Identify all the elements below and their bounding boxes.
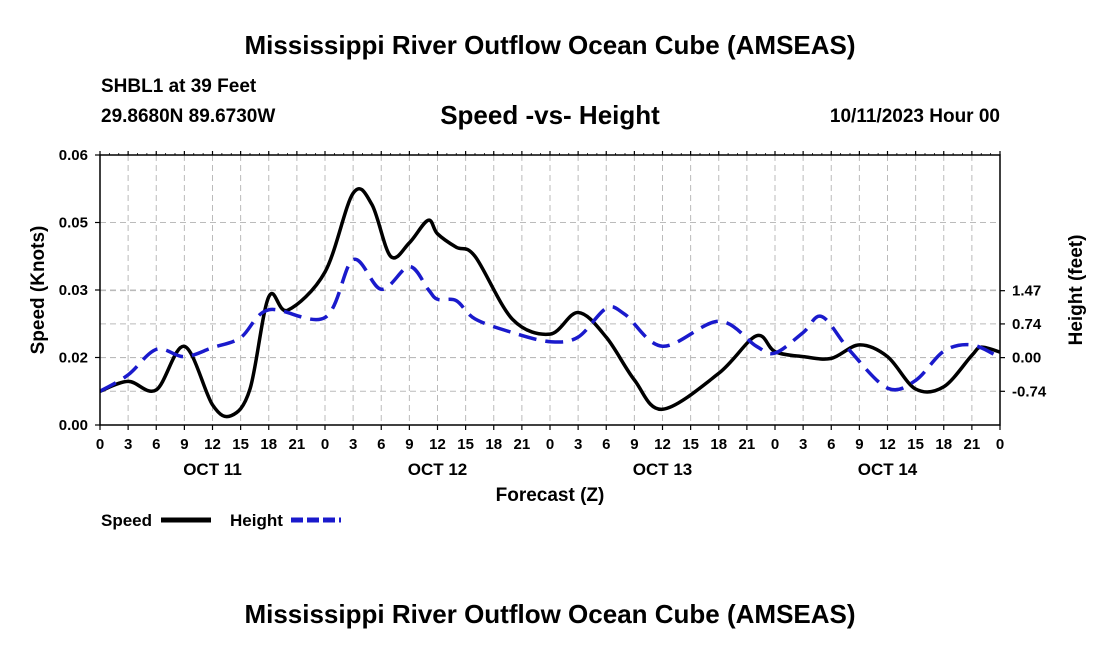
x-tick-label: 0 [546,436,554,453]
x-tick-label: 21 [514,436,531,453]
y-tick-label: 0.02 [59,350,88,367]
x-tick-label: 15 [232,436,249,453]
y-tick-label: 0.00 [59,417,88,434]
legend: Speed Height [101,511,341,530]
coordinates-label: 29.8680N 89.6730W [101,106,276,127]
x-tick-label: 18 [710,436,727,453]
y2-tick-label: -0.74 [1012,383,1047,400]
y-tick-label: 0.03 [59,282,88,299]
x-tick-label: 0 [96,436,104,453]
x-tick-label: 21 [739,436,756,453]
x-axis-title: Forecast (Z) [496,485,605,506]
x-tick-label: 15 [457,436,474,453]
footer-title: Mississippi River Outflow Ocean Cube (AM… [244,599,856,629]
x-tick-label: 0 [771,436,779,453]
x-tick-label: 6 [377,436,385,453]
x-tick-label: 9 [405,436,413,453]
day-label: OCT 12 [408,460,468,479]
x-tick-label: 12 [204,436,221,453]
y-axis-title: Speed (Knots) [28,226,49,355]
x-tick-label: 0 [321,436,329,453]
day-label: OCT 14 [858,460,918,479]
x-tick-label: 0 [996,436,1004,453]
x-tick-label: 3 [799,436,807,453]
y2-tick-label: 0.00 [1012,350,1041,367]
x-tick-label: 15 [907,436,924,453]
legend-label-speed: Speed [101,511,152,530]
x-tick-label: 9 [180,436,188,453]
x-tick-label: 12 [879,436,896,453]
axes [95,151,1005,430]
x-tick-label: 3 [574,436,582,453]
y-tick-label: 0.05 [59,215,88,232]
y2-tick-label: 0.74 [1012,316,1042,333]
axis-labels: 0 3 6 9 12 15 18 21 0 3 6 9 12 15 18 21 0 3 6 9 12 15 18 21 0 3 6 9… [28,147,1087,506]
station-label: SHBL1 at 39 Feet [101,76,257,97]
day-label: OCT 11 [183,460,242,479]
series-line-speed [100,187,1000,419]
grid-lines [100,155,1000,425]
chart-subtitle: Speed -vs- Height [440,100,660,130]
x-tick-label: 21 [289,436,306,453]
series-line-height [100,257,1000,393]
x-tick-label: 12 [654,436,671,453]
y2-tick-label: 1.47 [1012,283,1041,300]
x-tick-label: 18 [935,436,952,453]
x-tick-label: 6 [152,436,160,453]
x-tick-label: 6 [827,436,835,453]
x-tick-label: 12 [429,436,446,453]
y-tick-label: 0.06 [59,147,88,164]
x-tick-label: 9 [855,436,863,453]
chart-title: Mississippi River Outflow Ocean Cube (AM… [244,30,856,60]
y2-axis-title: Height (feet) [1066,235,1087,346]
x-tick-label: 15 [682,436,699,453]
datetime-label: 10/11/2023 Hour 00 [829,106,1000,127]
x-tick-label: 3 [349,436,357,453]
series-lines [100,187,1000,419]
x-tick-label: 21 [964,436,981,453]
x-tick-label: 3 [124,436,132,453]
legend-label-height: Height [230,511,283,530]
x-tick-label: 6 [602,436,610,453]
x-tick-label: 18 [485,436,502,453]
x-tick-label: 9 [630,436,638,453]
day-label: OCT 13 [633,460,693,479]
x-tick-label: 18 [260,436,277,453]
